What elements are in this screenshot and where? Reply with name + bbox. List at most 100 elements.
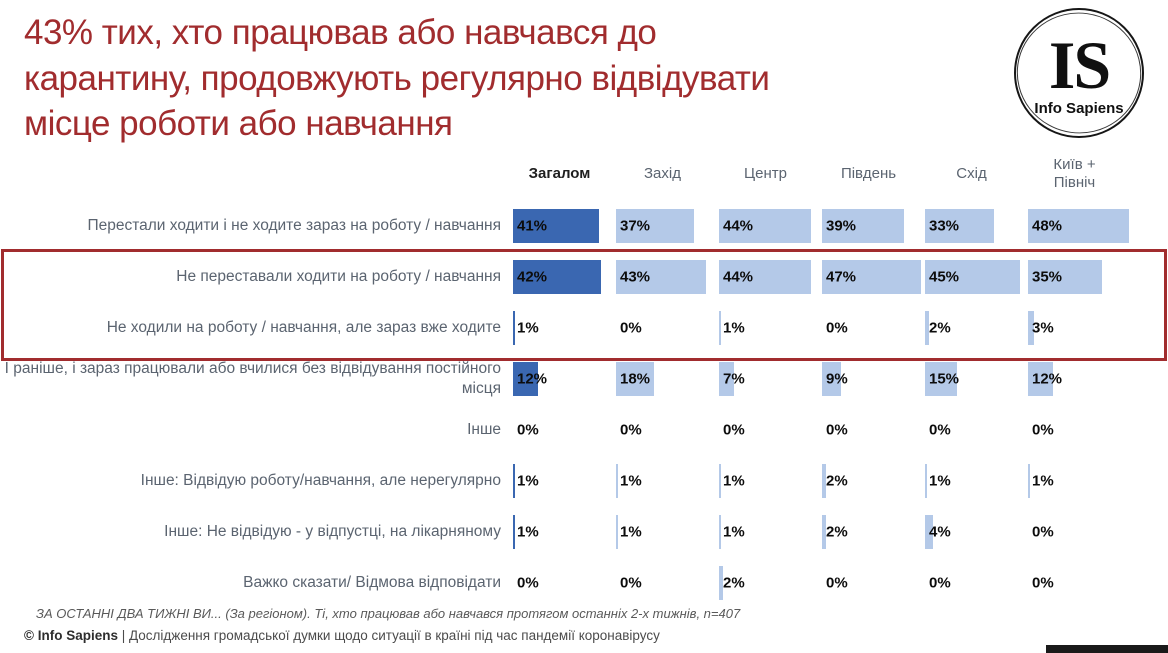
value-cell: 33% bbox=[920, 200, 1023, 251]
value-cell: 0% bbox=[1023, 557, 1126, 608]
value-label: 44% bbox=[723, 217, 754, 234]
value-label: 0% bbox=[517, 574, 539, 591]
value-label: 0% bbox=[929, 421, 951, 438]
value-cell: 42% bbox=[508, 251, 611, 302]
value-cell: 2% bbox=[817, 506, 920, 557]
value-label: 0% bbox=[620, 421, 642, 438]
table-row: Інше: Відвідую роботу/навчання, але нере… bbox=[0, 455, 1168, 506]
value-bar bbox=[1028, 208, 1129, 243]
value-cell: 4% bbox=[920, 506, 1023, 557]
value-label: 0% bbox=[620, 574, 642, 591]
value-cell: 41% bbox=[508, 200, 611, 251]
value-cell: 0% bbox=[611, 557, 714, 608]
table-row: Важко сказати/ Відмова відповідати 0% 0% 2%… bbox=[0, 557, 1168, 608]
value-cell: 7% bbox=[714, 353, 817, 404]
value-bar bbox=[719, 208, 812, 243]
value-cell: 0% bbox=[714, 404, 817, 455]
value-label: 2% bbox=[826, 472, 848, 489]
value-bar bbox=[513, 514, 516, 549]
table-row: Перестали ходити і не ходите зараз на ро… bbox=[0, 200, 1168, 251]
column-headers: Загалом Захід Центр Південь Схід Київ + Півні… bbox=[0, 150, 1168, 198]
value-cell: 12% bbox=[1023, 353, 1126, 404]
value-cell: 1% bbox=[1023, 455, 1126, 506]
value-cell: 39% bbox=[817, 200, 920, 251]
page-title-line: 43% тих, хто працював або навчався до bbox=[24, 13, 657, 52]
value-bar bbox=[719, 310, 722, 345]
value-label: 15% bbox=[929, 370, 960, 387]
value-cell: 45% bbox=[920, 251, 1023, 302]
value-label: 0% bbox=[723, 421, 745, 438]
value-bar bbox=[616, 361, 654, 396]
value-bar bbox=[616, 259, 707, 294]
value-cell: 1% bbox=[508, 506, 611, 557]
page-title-line: карантину, продовжують регулярно відвіду… bbox=[24, 58, 770, 98]
value-label: 2% bbox=[929, 319, 951, 336]
value-cell: 2% bbox=[817, 455, 920, 506]
value-bar bbox=[616, 463, 619, 498]
info-sapiens-logo: IS Info Sapiens bbox=[1008, 4, 1150, 142]
value-bar bbox=[513, 208, 600, 243]
table-body: Перестали ходити і не ходите зараз на ро… bbox=[0, 200, 1168, 608]
value-cell: 0% bbox=[1023, 404, 1126, 455]
value-label: 1% bbox=[517, 319, 539, 336]
value-cell: 1% bbox=[714, 506, 817, 557]
value-label: 0% bbox=[1032, 574, 1054, 591]
value-label: 2% bbox=[826, 523, 848, 540]
column-header-4: Схід bbox=[956, 165, 987, 182]
value-cell: 0% bbox=[817, 404, 920, 455]
value-label: 0% bbox=[826, 319, 848, 336]
value-label: 45% bbox=[929, 268, 960, 285]
value-cell: 44% bbox=[714, 200, 817, 251]
value-label: 0% bbox=[826, 574, 848, 591]
value-bar bbox=[822, 463, 827, 498]
value-bar bbox=[925, 208, 995, 243]
value-label: 33% bbox=[929, 217, 960, 234]
value-cell: 0% bbox=[611, 404, 714, 455]
value-bar bbox=[925, 259, 1020, 294]
value-cell: 2% bbox=[920, 302, 1023, 353]
table-row: Не переставали ходити на роботу / навчан… bbox=[0, 251, 1168, 302]
value-bar bbox=[719, 463, 722, 498]
value-label: 0% bbox=[517, 421, 539, 438]
value-bar bbox=[925, 514, 934, 549]
value-cell: 44% bbox=[714, 251, 817, 302]
value-bar bbox=[925, 463, 928, 498]
value-bar bbox=[719, 514, 722, 549]
value-bar bbox=[616, 208, 694, 243]
value-cell: 1% bbox=[920, 455, 1023, 506]
value-cell: 18% bbox=[611, 353, 714, 404]
value-bar bbox=[719, 361, 734, 396]
value-bar bbox=[719, 259, 812, 294]
footnote-question: ЗА ОСТАННІ ДВА ТИЖНІ ВИ... (За регіоном)… bbox=[36, 606, 741, 621]
value-cell: 1% bbox=[508, 302, 611, 353]
value-label: 0% bbox=[826, 421, 848, 438]
column-header-1: Захід bbox=[644, 165, 681, 182]
logo-name: Info Sapiens bbox=[1034, 99, 1124, 117]
footnote-copyright-brand: © Info Sapiens bbox=[24, 628, 118, 643]
value-cell: 1% bbox=[714, 302, 817, 353]
table-row: Інше: Не відвідую - у відпустці, на ліка… bbox=[0, 506, 1168, 557]
value-cell: 1% bbox=[611, 506, 714, 557]
value-label: 12% bbox=[517, 370, 548, 387]
value-label: 39% bbox=[826, 217, 857, 234]
value-label: 1% bbox=[929, 472, 951, 489]
value-cell: 0% bbox=[817, 302, 920, 353]
value-bar bbox=[513, 259, 602, 294]
value-bar bbox=[1028, 310, 1035, 345]
value-label: 1% bbox=[517, 523, 539, 540]
value-bar bbox=[925, 310, 930, 345]
value-cell: 1% bbox=[508, 455, 611, 506]
value-label: 1% bbox=[723, 472, 745, 489]
value-label: 35% bbox=[1032, 268, 1063, 285]
value-label: 9% bbox=[826, 370, 848, 387]
value-label: 1% bbox=[620, 523, 642, 540]
value-cell: 1% bbox=[611, 455, 714, 506]
column-header-2: Центр bbox=[744, 165, 787, 182]
value-label: 1% bbox=[620, 472, 642, 489]
value-label: 41% bbox=[517, 217, 548, 234]
value-cell: 0% bbox=[611, 302, 714, 353]
value-label: 47% bbox=[826, 268, 857, 285]
row-label: Інше: Відвідую роботу/навчання, але нере… bbox=[140, 471, 501, 489]
column-header-5: Київ + Північ bbox=[1053, 156, 1096, 191]
value-label: 3% bbox=[1032, 319, 1054, 336]
